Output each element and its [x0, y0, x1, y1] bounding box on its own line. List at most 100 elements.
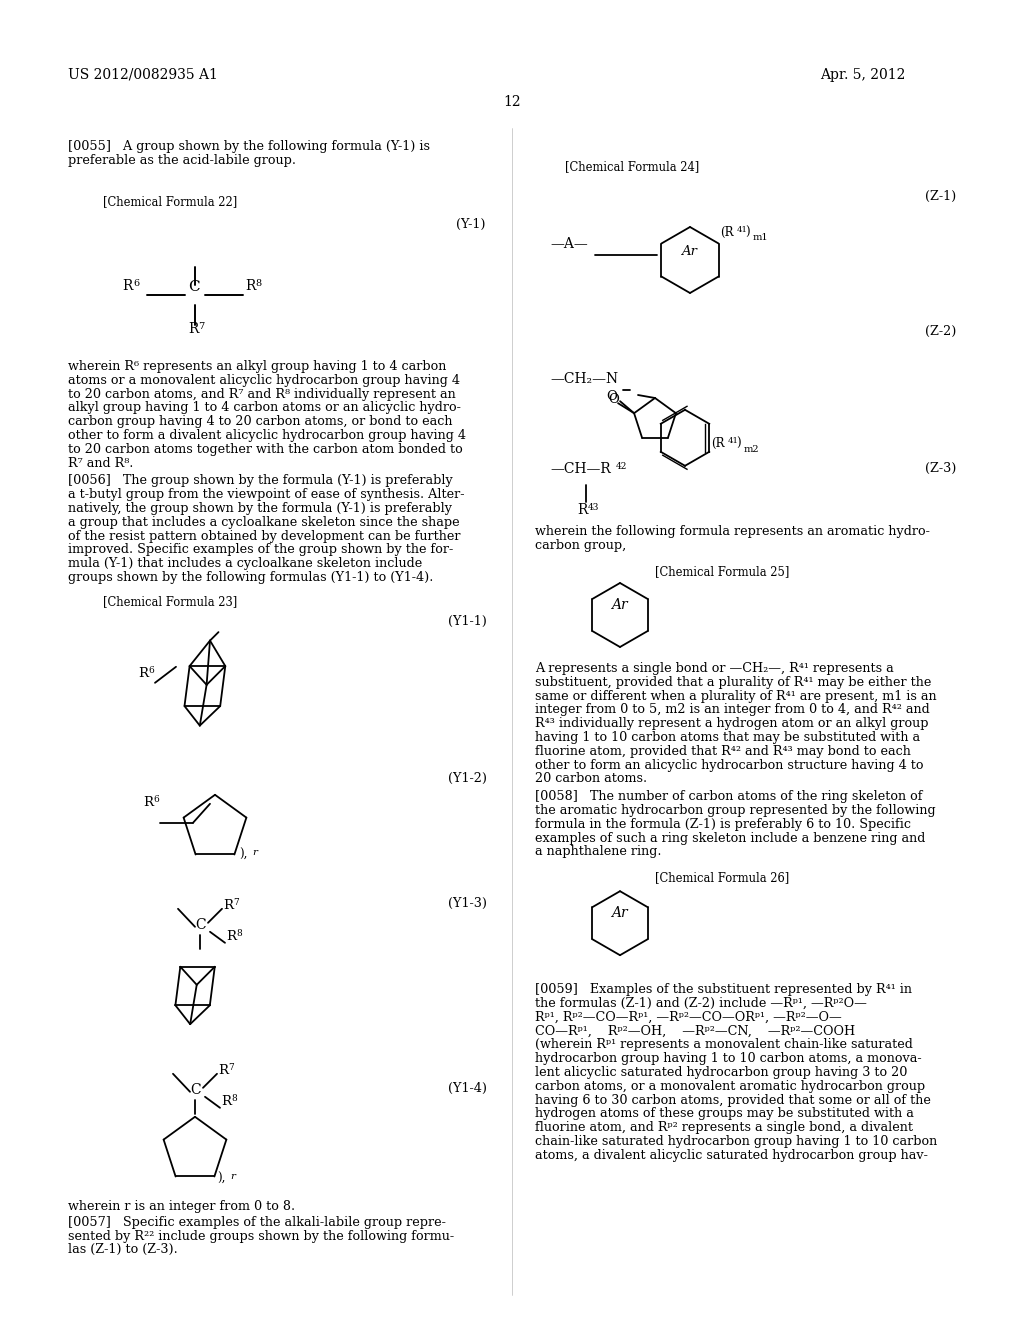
Text: ): ) [745, 226, 751, 239]
Text: natively, the group shown by the formula (Y-1) is preferably: natively, the group shown by the formula… [68, 502, 452, 515]
Text: other to form an alicyclic hydrocarbon structure having 4 to: other to form an alicyclic hydrocarbon s… [535, 759, 924, 772]
Text: the aromatic hydrocarbon group represented by the following: the aromatic hydrocarbon group represent… [535, 804, 936, 817]
Text: R: R [226, 929, 236, 942]
Text: 7: 7 [228, 1063, 233, 1072]
Text: [Chemical Formula 25]: [Chemical Formula 25] [655, 565, 790, 578]
Text: C: C [188, 280, 200, 294]
Text: 20 carbon atoms.: 20 carbon atoms. [535, 772, 647, 785]
Text: 41: 41 [736, 226, 748, 234]
Text: m2: m2 [743, 445, 759, 454]
Text: [Chemical Formula 23]: [Chemical Formula 23] [103, 595, 238, 607]
Text: Ar: Ar [611, 598, 628, 612]
Text: (wherein Rᵖ¹ represents a monovalent chain-like saturated: (wherein Rᵖ¹ represents a monovalent cha… [535, 1039, 912, 1052]
Text: groups shown by the following formulas (Y1-1) to (Y1-4).: groups shown by the following formulas (… [68, 572, 433, 583]
Text: to 20 carbon atoms together with the carbon atom bonded to: to 20 carbon atoms together with the car… [68, 442, 463, 455]
Text: to 20 carbon atoms, and R⁷ and R⁸ individually represent an: to 20 carbon atoms, and R⁷ and R⁸ indivi… [68, 388, 456, 400]
Text: r: r [230, 1172, 234, 1181]
Text: [0056]   The group shown by the formula (Y-1) is preferably: [0056] The group shown by the formula (Y… [68, 474, 453, 487]
Text: A represents a single bond or —CH₂—, R⁴¹ represents a: A represents a single bond or —CH₂—, R⁴¹… [535, 663, 894, 675]
Text: wherein R⁶ represents an alkyl group having 1 to 4 carbon: wherein R⁶ represents an alkyl group hav… [68, 360, 446, 374]
Text: —CH₂—N: —CH₂—N [550, 372, 618, 385]
Text: Rᵖ¹, Rᵖ²—CO—Rᵖ¹, —Rᵖ²—CO—ORᵖ¹, —Rᵖ²—O—: Rᵖ¹, Rᵖ²—CO—Rᵖ¹, —Rᵖ²—CO—ORᵖ¹, —Rᵖ²—O— [535, 1011, 842, 1024]
Text: —CH—R: —CH—R [550, 462, 610, 477]
Text: C: C [190, 1082, 201, 1097]
Text: R: R [245, 279, 255, 293]
Text: ),: ), [217, 1172, 225, 1185]
Text: carbon atoms, or a monovalent aromatic hydrocarbon group: carbon atoms, or a monovalent aromatic h… [535, 1080, 925, 1093]
Text: substituent, provided that a plurality of R⁴¹ may be either the: substituent, provided that a plurality o… [535, 676, 932, 689]
Text: fluorine atom, and Rᵖ² represents a single bond, a divalent: fluorine atom, and Rᵖ² represents a sing… [535, 1121, 913, 1134]
Text: (Y1-4): (Y1-4) [449, 1082, 487, 1094]
Text: R: R [188, 322, 199, 337]
Text: (Z-2): (Z-2) [925, 325, 956, 338]
Text: mula (Y-1) that includes a cycloalkane skeleton include: mula (Y-1) that includes a cycloalkane s… [68, 557, 422, 570]
Text: (R: (R [712, 437, 725, 450]
Text: hydrocarbon group having 1 to 10 carbon atoms, a monova-: hydrocarbon group having 1 to 10 carbon … [535, 1052, 922, 1065]
Text: Ar: Ar [611, 907, 628, 920]
Text: chain-like saturated hydrocarbon group having 1 to 10 carbon: chain-like saturated hydrocarbon group h… [535, 1135, 937, 1148]
Text: R⁷ and R⁸.: R⁷ and R⁸. [68, 457, 133, 470]
Text: atoms or a monovalent alicyclic hydrocarbon group having 4: atoms or a monovalent alicyclic hydrocar… [68, 374, 460, 387]
Text: (Y1-3): (Y1-3) [449, 896, 487, 909]
Text: 7: 7 [198, 322, 204, 331]
Text: hydrogen atoms of these groups may be substituted with a: hydrogen atoms of these groups may be su… [535, 1107, 913, 1121]
Text: las (Z-1) to (Z-3).: las (Z-1) to (Z-3). [68, 1243, 178, 1257]
Text: a group that includes a cycloalkane skeleton since the shape: a group that includes a cycloalkane skel… [68, 516, 460, 529]
Text: having 6 to 30 carbon atoms, provided that some or all of the: having 6 to 30 carbon atoms, provided th… [535, 1093, 931, 1106]
Text: O: O [606, 391, 616, 403]
Text: fluorine atom, provided that R⁴² and R⁴³ may bond to each: fluorine atom, provided that R⁴² and R⁴³… [535, 744, 911, 758]
Text: [Chemical Formula 26]: [Chemical Formula 26] [655, 871, 790, 884]
Text: improved. Specific examples of the group shown by the for-: improved. Specific examples of the group… [68, 544, 454, 557]
Text: [0058]   The number of carbon atoms of the ring skeleton of: [0058] The number of carbon atoms of the… [535, 791, 923, 803]
Text: R: R [138, 667, 148, 680]
Text: alkyl group having 1 to 4 carbon atoms or an alicyclic hydro-: alkyl group having 1 to 4 carbon atoms o… [68, 401, 461, 414]
Text: 12: 12 [503, 95, 521, 110]
Text: (Y1-2): (Y1-2) [449, 772, 487, 785]
Text: Ar: Ar [681, 246, 697, 257]
Text: (Y-1): (Y-1) [456, 218, 485, 231]
Text: 8: 8 [255, 279, 261, 288]
Text: [Chemical Formula 22]: [Chemical Formula 22] [103, 195, 238, 209]
Text: [0055]   A group shown by the following formula (Y-1) is: [0055] A group shown by the following fo… [68, 140, 430, 153]
Text: of the resist pattern obtained by development can be further: of the resist pattern obtained by develo… [68, 529, 461, 543]
Text: CO—Rᵖ¹,    Rᵖ²—OH,    —Rᵖ²—CN,    —Rᵖ²—COOH: CO—Rᵖ¹, Rᵖ²—OH, —Rᵖ²—CN, —Rᵖ²—COOH [535, 1024, 855, 1038]
Text: [Chemical Formula 24]: [Chemical Formula 24] [565, 160, 699, 173]
Text: O: O [608, 393, 618, 407]
Text: 42: 42 [616, 462, 628, 471]
Text: R: R [577, 503, 588, 517]
Text: 8: 8 [236, 929, 242, 937]
Text: 8: 8 [231, 1094, 237, 1102]
Text: r: r [252, 847, 257, 857]
Text: carbon group,: carbon group, [535, 539, 627, 552]
Text: m1: m1 [753, 234, 768, 243]
Text: carbon group having 4 to 20 carbon atoms, or bond to each: carbon group having 4 to 20 carbon atoms… [68, 416, 453, 428]
Text: R: R [223, 899, 233, 912]
Text: R: R [221, 1094, 231, 1107]
Text: lent alicyclic saturated hydrocarbon group having 3 to 20: lent alicyclic saturated hydrocarbon gro… [535, 1067, 907, 1078]
Text: 41: 41 [727, 437, 738, 445]
Text: R⁴³ individually represent a hydrogen atom or an alkyl group: R⁴³ individually represent a hydrogen at… [535, 717, 929, 730]
Text: [0057]   Specific examples of the alkali-labile group repre-: [0057] Specific examples of the alkali-l… [68, 1216, 445, 1229]
Text: 6: 6 [153, 795, 159, 804]
Text: C: C [195, 917, 206, 932]
Text: the formulas (Z-1) and (Z-2) include —Rᵖ¹, —Rᵖ²O—: the formulas (Z-1) and (Z-2) include —Rᵖ… [535, 997, 867, 1010]
Text: wherein r is an integer from 0 to 8.: wherein r is an integer from 0 to 8. [68, 1200, 295, 1213]
Text: Apr. 5, 2012: Apr. 5, 2012 [820, 69, 905, 82]
Text: sented by R²² include groups shown by the following formu-: sented by R²² include groups shown by th… [68, 1230, 454, 1242]
Text: —A—: —A— [550, 238, 588, 251]
Text: other to form a divalent alicyclic hydrocarbon group having 4: other to form a divalent alicyclic hydro… [68, 429, 466, 442]
Text: examples of such a ring skeleton include a benzene ring and: examples of such a ring skeleton include… [535, 832, 926, 845]
Text: a t-butyl group from the viewpoint of ease of synthesis. Alter-: a t-butyl group from the viewpoint of ea… [68, 488, 465, 502]
Text: (Z-3): (Z-3) [925, 462, 956, 475]
Text: (Z-1): (Z-1) [925, 190, 956, 203]
Text: wherein the following formula represents an aromatic hydro-: wherein the following formula represents… [535, 525, 930, 539]
Text: R: R [143, 796, 153, 809]
Text: ),: ), [239, 847, 248, 861]
Text: a naphthalene ring.: a naphthalene ring. [535, 845, 662, 858]
Text: 6: 6 [133, 279, 139, 288]
Text: (Y1-1): (Y1-1) [449, 615, 486, 628]
Text: 43: 43 [588, 503, 599, 512]
Text: ): ) [736, 437, 741, 450]
Text: integer from 0 to 5, m2 is an integer from 0 to 4, and R⁴² and: integer from 0 to 5, m2 is an integer fr… [535, 704, 930, 717]
Text: formula in the formula (Z-1) is preferably 6 to 10. Specific: formula in the formula (Z-1) is preferab… [535, 818, 911, 830]
